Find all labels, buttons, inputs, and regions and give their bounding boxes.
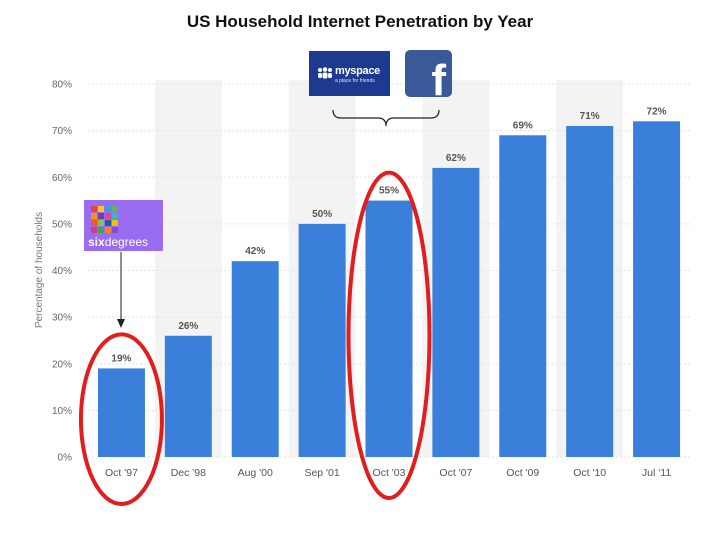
sixdegrees-grid-icon xyxy=(91,206,118,233)
facebook-f-icon: f xyxy=(431,56,446,105)
highlight-circle-oct-03 xyxy=(346,170,432,500)
data-label: 62% xyxy=(446,153,466,164)
y-tick-label: 10% xyxy=(52,406,72,417)
grid-square xyxy=(98,227,104,233)
grid-square xyxy=(98,206,104,212)
data-label: 72% xyxy=(647,106,667,117)
grid-square xyxy=(98,220,104,226)
myspace-wordmark: myspace xyxy=(335,65,380,77)
bar xyxy=(432,167,480,458)
sixdegrees-logo: sixdegrees xyxy=(84,200,163,251)
x-tick-label: Dec '98 xyxy=(171,467,206,479)
bar xyxy=(633,121,681,458)
x-tick-label: Aug '00 xyxy=(238,467,273,479)
bars xyxy=(97,121,681,458)
grid-square xyxy=(105,220,111,226)
x-tick-label: Oct '10 xyxy=(573,467,606,479)
bracket xyxy=(332,109,440,127)
grid-square xyxy=(105,227,111,233)
grid-square xyxy=(105,213,111,219)
grid-square xyxy=(91,227,97,233)
myspace-logo: myspace a place for friends xyxy=(309,51,390,96)
data-label: 55% xyxy=(379,186,399,197)
data-labels: 19% 26% 42% 50% 55% 62% 69% 71% 72% xyxy=(111,106,666,364)
y-tick-label: 20% xyxy=(52,359,72,370)
chart-title: US Household Internet Penetration by Yea… xyxy=(186,12,534,31)
data-label: 26% xyxy=(178,321,198,332)
grid-square xyxy=(91,213,97,219)
y-tick-label: 0% xyxy=(58,453,73,464)
x-tick-label: Oct '07 xyxy=(439,467,472,479)
x-tick-label: Jul '11 xyxy=(642,467,671,479)
grid-square xyxy=(112,220,118,226)
data-label: 71% xyxy=(580,111,600,122)
x-tick-label: Oct '97 xyxy=(105,467,138,479)
data-label: 50% xyxy=(312,209,332,220)
bar xyxy=(566,125,614,458)
grid-square xyxy=(112,213,118,219)
data-label: 19% xyxy=(111,353,131,364)
y-tick-label: 80% xyxy=(52,80,72,91)
x-tick-label: Oct '09 xyxy=(506,467,539,479)
y-tick-label: 40% xyxy=(52,266,72,277)
y-tick-label: 50% xyxy=(52,219,72,230)
x-tick-label: Sep '01 xyxy=(304,467,339,479)
bar xyxy=(298,223,346,457)
y-tick-label: 60% xyxy=(52,173,72,184)
bar xyxy=(231,261,279,457)
y-tick-labels: 0% 10% 20% 30% 40% 50% 60% 70% 80% xyxy=(52,80,72,464)
x-tick-label: Oct '03 xyxy=(373,467,406,479)
y-axis-label: Percentage of households xyxy=(34,212,45,328)
grid-square xyxy=(91,206,97,212)
grid-square xyxy=(91,220,97,226)
y-tick-label: 30% xyxy=(52,313,72,324)
grid-square xyxy=(98,213,104,219)
myspace-tagline: a place for friends xyxy=(335,78,375,84)
data-label: 69% xyxy=(513,120,533,131)
sixdegrees-wordmark: sixdegrees xyxy=(88,235,149,249)
grid-square xyxy=(112,227,118,233)
data-label: 42% xyxy=(245,246,265,257)
arrow-head xyxy=(117,319,125,328)
facebook-logo: f xyxy=(405,50,452,103)
grid-square xyxy=(105,206,111,212)
myspace-people-icon xyxy=(318,67,332,79)
x-tick-labels: Oct '97 Dec '98 Aug '00 Sep '01 Oct '03 Oct '… xyxy=(105,467,671,479)
bar xyxy=(97,368,145,457)
y-tick-label: 70% xyxy=(52,126,72,137)
bar xyxy=(365,200,413,457)
grid-square xyxy=(112,206,118,212)
bar xyxy=(499,135,547,457)
bar xyxy=(164,335,212,457)
highlight-circle-oct-97 xyxy=(78,332,164,506)
